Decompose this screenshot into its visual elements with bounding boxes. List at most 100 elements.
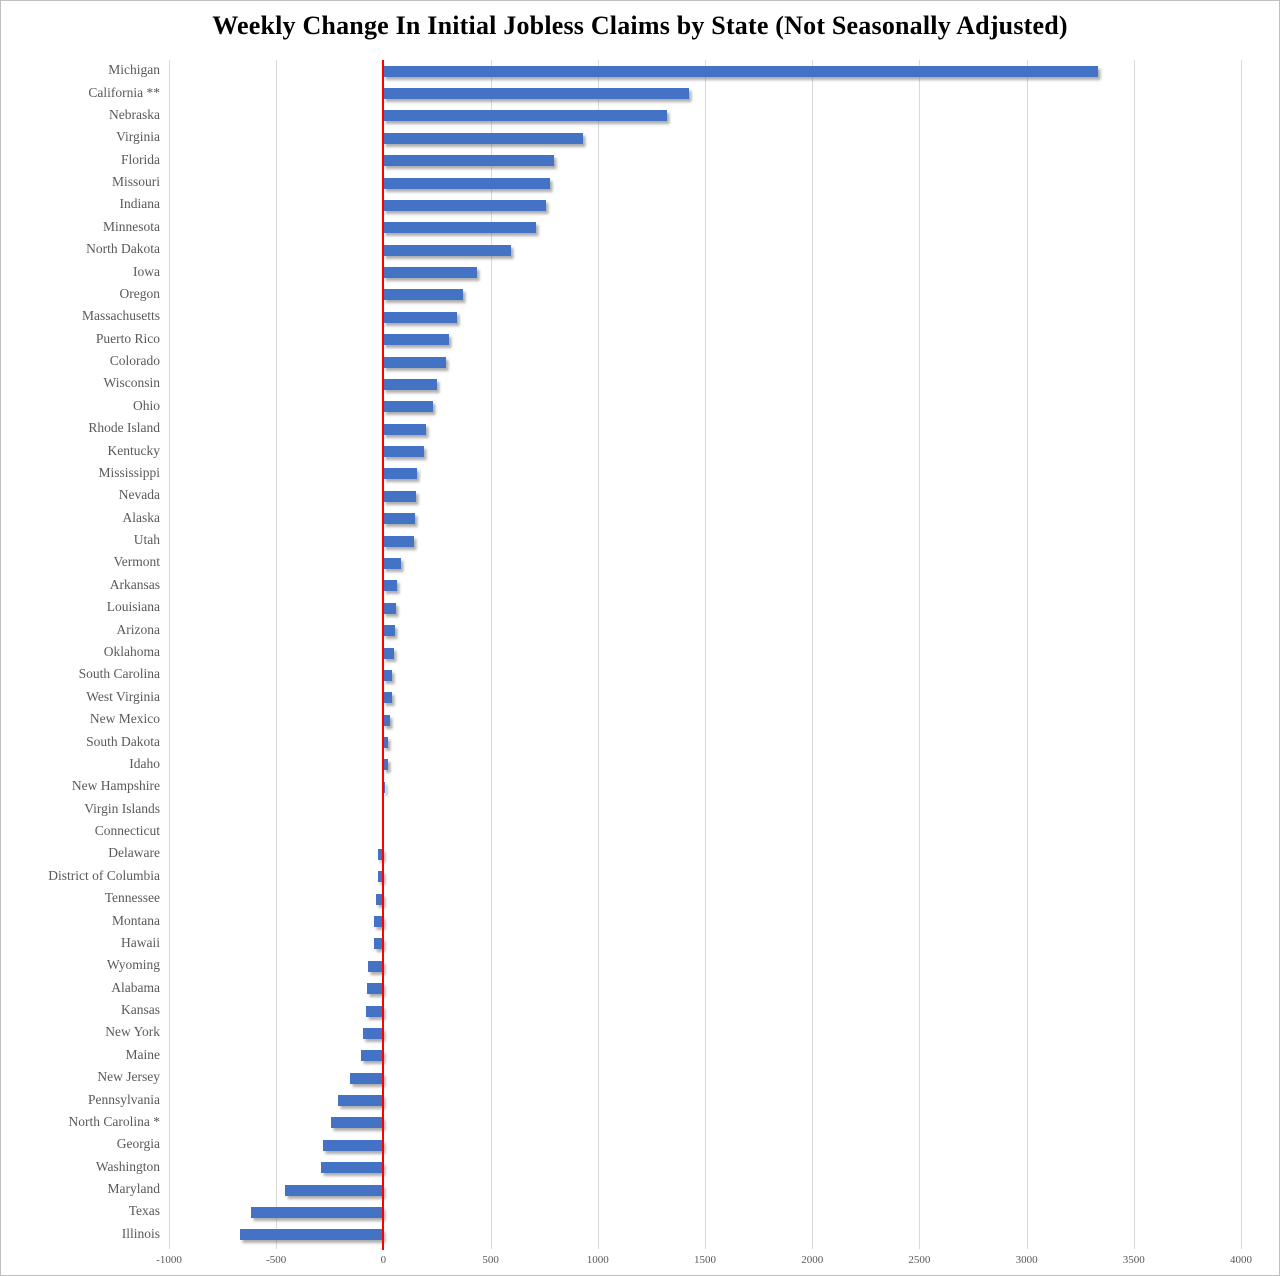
state-label-new-mexico: New Mexico	[89, 711, 160, 727]
x-tick-1000: 1000	[586, 1254, 609, 1266]
bar-new-mexico	[383, 714, 390, 726]
bar-nevada	[383, 490, 416, 502]
state-label-california: California **	[88, 84, 160, 100]
state-label-south-dakota: South Dakota	[86, 733, 160, 749]
bar-new-jersey	[349, 1072, 384, 1084]
chart-title: Weekly Change In Initial Jobless Claims …	[212, 11, 1068, 40]
bar-hawaii	[374, 938, 384, 950]
state-label-new-york: New York	[105, 1024, 160, 1040]
state-label-nebraska: Nebraska	[109, 106, 160, 122]
gridline--1000	[169, 60, 170, 1249]
state-label-florida: Florida	[121, 151, 160, 167]
state-label-oklahoma: Oklahoma	[103, 644, 160, 659]
state-label-wisconsin: Wisconsin	[103, 375, 160, 391]
bar-kansas	[365, 1005, 384, 1017]
bar-delaware	[378, 848, 384, 860]
state-label-kentucky: Kentucky	[107, 442, 160, 458]
bar-oregon	[383, 289, 463, 301]
state-label-new-hampshire: New Hampshire	[71, 778, 160, 794]
state-label-arkansas: Arkansas	[109, 576, 160, 592]
x-tick-2000: 2000	[801, 1254, 824, 1266]
bar-arizona	[383, 625, 395, 637]
bar-wyoming	[367, 960, 384, 972]
state-label-ohio: Ohio	[133, 397, 160, 413]
bar-new-york	[362, 1027, 384, 1039]
bar-michigan	[383, 65, 1099, 77]
state-label-kansas: Kansas	[121, 1002, 160, 1018]
gridline-1000	[597, 60, 599, 1249]
state-label-maryland: Maryland	[107, 1181, 160, 1197]
bar-iowa	[383, 267, 478, 279]
bar-louisiana	[383, 602, 397, 614]
state-label-louisiana: Louisiana	[106, 599, 160, 615]
state-label-north-carolina: North Carolina *	[68, 1113, 160, 1129]
state-label-new-jersey: New Jersey	[97, 1069, 160, 1085]
bar-california	[383, 88, 690, 100]
state-label-delaware: Delaware	[108, 845, 160, 861]
bar-arkansas	[383, 580, 397, 592]
state-label-virgin-islands: Virgin Islands	[84, 800, 160, 816]
state-label-district-of-columbia: District of Columbia	[48, 867, 160, 883]
bar-georgia	[322, 1139, 384, 1151]
bar-south-carolina	[383, 669, 393, 681]
state-label-north-dakota: North Dakota	[86, 241, 160, 257]
state-label-montana: Montana	[112, 912, 160, 928]
x-tick-500: 500	[482, 1254, 499, 1266]
state-label-tennessee: Tennessee	[104, 890, 160, 906]
bar-mississippi	[383, 468, 418, 480]
zero-axis-line	[382, 60, 385, 1250]
gridline-2000	[812, 60, 814, 1249]
state-label-oregon: Oregon	[119, 285, 161, 301]
bar-massachusetts	[383, 311, 457, 323]
state-label-mississippi: Mississippi	[98, 464, 160, 480]
x-tick-0: 0	[380, 1254, 387, 1266]
bar-district-of-columbia	[377, 871, 384, 883]
state-label-west-virginia: West Virginia	[86, 688, 160, 704]
bar-oklahoma	[383, 647, 394, 659]
bar-colorado	[383, 356, 447, 368]
bar-north-carolina	[330, 1117, 384, 1129]
bar-texas	[250, 1206, 384, 1218]
state-label-colorado: Colorado	[109, 353, 160, 369]
bar-maryland	[284, 1184, 384, 1196]
bar-rhode-island	[383, 423, 427, 435]
state-label-alabama: Alabama	[111, 979, 160, 995]
x-tick--500: -500	[266, 1254, 287, 1266]
bar-maine	[361, 1050, 384, 1062]
state-label-arizona: Arizona	[116, 621, 160, 637]
state-label-iowa: Iowa	[133, 263, 160, 279]
x-tick-2500: 2500	[908, 1254, 931, 1266]
state-label-georgia: Georgia	[116, 1136, 160, 1152]
bar-nebraska	[383, 110, 667, 122]
state-label-maine: Maine	[125, 1046, 161, 1062]
state-label-pennsylvania: Pennsylvania	[88, 1091, 160, 1107]
bar-kentucky	[383, 446, 425, 458]
state-label-missouri: Missouri	[111, 174, 160, 190]
bar-minnesota	[383, 222, 537, 234]
state-label-alaska: Alaska	[122, 509, 161, 525]
bar-illinois	[239, 1229, 384, 1241]
bar-virginia	[383, 132, 583, 144]
bar-tennessee	[375, 893, 384, 905]
bar-alaska	[383, 513, 415, 525]
bar-indiana	[383, 199, 546, 211]
bar-west-virginia	[383, 692, 392, 704]
bar-alabama	[367, 983, 384, 995]
x-tick-4000: 4000	[1230, 1254, 1252, 1266]
state-label-vermont: Vermont	[113, 554, 161, 570]
gridline-1500	[705, 60, 706, 1249]
state-label-south-carolina: South Carolina	[78, 666, 160, 682]
bar-pennsylvania	[338, 1095, 384, 1107]
x-tick-1500: 1500	[694, 1254, 716, 1266]
bar-montana	[374, 916, 384, 928]
state-label-idaho: Idaho	[129, 755, 160, 771]
state-label-hawaii: Hawaii	[121, 934, 160, 950]
bar-missouri	[383, 177, 551, 189]
state-label-connecticut: Connecticut	[94, 823, 160, 839]
bar-washington	[321, 1162, 384, 1174]
bar-florida	[383, 155, 555, 167]
state-label-utah: Utah	[133, 532, 160, 548]
gridline-4000	[1241, 60, 1242, 1249]
state-label-indiana: Indiana	[119, 196, 160, 212]
state-label-illinois: Illinois	[121, 1225, 160, 1241]
